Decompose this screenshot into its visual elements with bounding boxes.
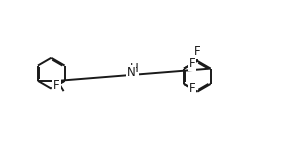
Text: F: F (189, 58, 195, 71)
Text: F: F (194, 45, 201, 58)
Text: F: F (189, 82, 195, 95)
Text: N: N (127, 66, 135, 79)
Text: H: H (130, 62, 138, 75)
Text: F: F (53, 79, 60, 92)
